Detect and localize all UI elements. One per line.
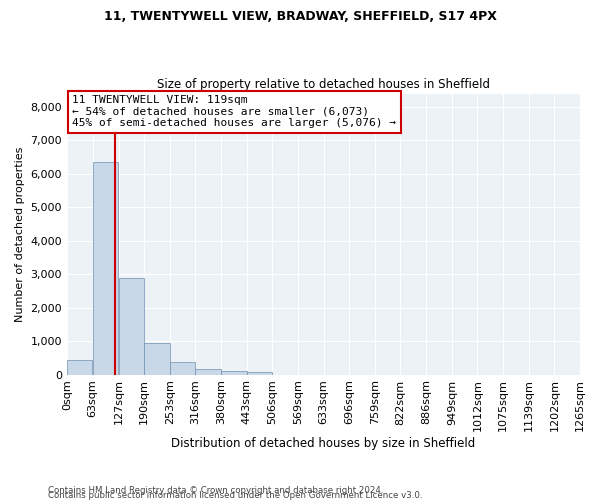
Y-axis label: Number of detached properties: Number of detached properties: [15, 146, 25, 322]
X-axis label: Distribution of detached houses by size in Sheffield: Distribution of detached houses by size …: [172, 437, 476, 450]
Bar: [247, 372, 272, 374]
Bar: [170, 362, 195, 374]
Bar: [221, 370, 247, 374]
Bar: [67, 360, 92, 374]
Bar: [196, 369, 221, 374]
Bar: [119, 278, 144, 374]
Title: Size of property relative to detached houses in Sheffield: Size of property relative to detached ho…: [157, 78, 490, 91]
Bar: [144, 343, 170, 374]
Text: 11 TWENTYWELL VIEW: 119sqm
← 54% of detached houses are smaller (6,073)
45% of s: 11 TWENTYWELL VIEW: 119sqm ← 54% of deta…: [72, 95, 396, 128]
Text: Contains public sector information licensed under the Open Government Licence v3: Contains public sector information licen…: [48, 490, 422, 500]
Text: 11, TWENTYWELL VIEW, BRADWAY, SHEFFIELD, S17 4PX: 11, TWENTYWELL VIEW, BRADWAY, SHEFFIELD,…: [104, 10, 496, 23]
Text: Contains HM Land Registry data © Crown copyright and database right 2024.: Contains HM Land Registry data © Crown c…: [48, 486, 383, 495]
Bar: [93, 162, 118, 374]
